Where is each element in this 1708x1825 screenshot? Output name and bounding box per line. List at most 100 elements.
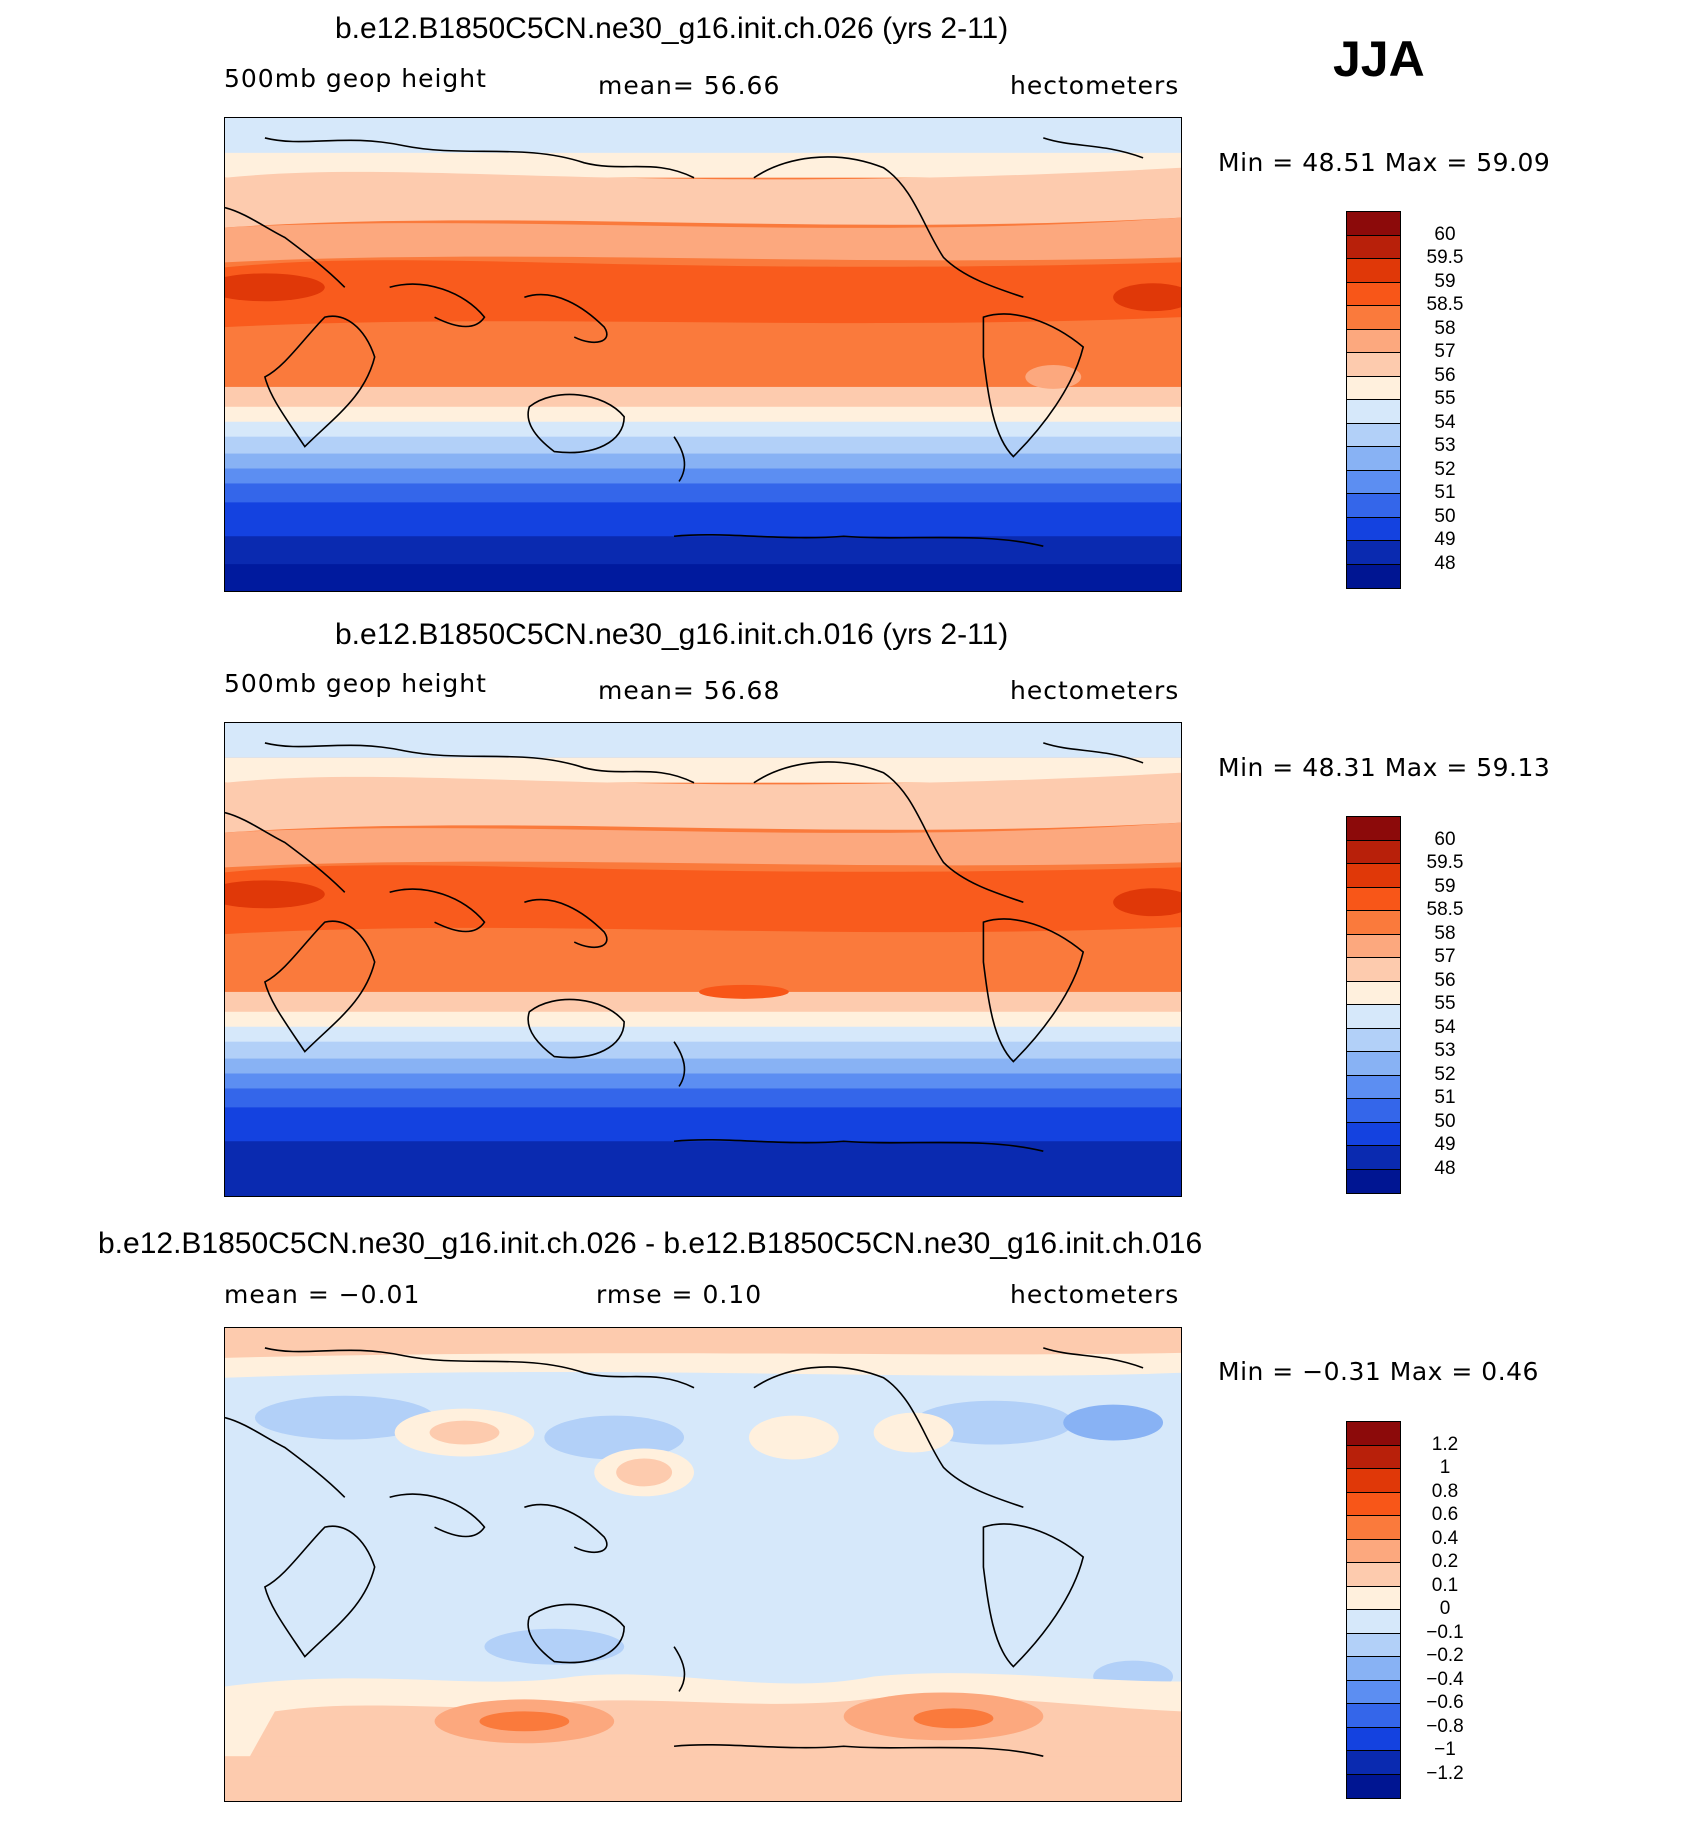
- panel3-map: [224, 1327, 1182, 1802]
- colorbar-tick-label: 50: [1434, 1111, 1456, 1132]
- colorbar-tick-label: −0.1: [1426, 1622, 1464, 1643]
- colorbar-swatch: [1347, 1751, 1400, 1775]
- panel3-units-label: hectometers: [1010, 1280, 1180, 1309]
- colorbar-swatch: [1347, 817, 1400, 841]
- panel1-variable-label: 500mb geop height: [224, 64, 487, 93]
- colorbar-tick-label: 56: [1434, 970, 1456, 991]
- colorbar-swatch: [1347, 541, 1400, 565]
- colorbar-tick-label: 0.4: [1431, 1528, 1459, 1549]
- panel3-minmax: Min = −0.31 Max = 0.46: [1218, 1357, 1539, 1386]
- panel1-map: [224, 117, 1182, 592]
- panel1-title: b.e12.B1850C5CN.ne30_g16.init.ch.026 (yr…: [335, 12, 1009, 45]
- colorbar-tick-label: 57: [1434, 946, 1456, 967]
- colorbar-tick-label: 59.5: [1426, 247, 1464, 268]
- colorbar-tick-label: 0.8: [1431, 1481, 1459, 1502]
- colorbar-tick-label: −1.2: [1426, 1763, 1464, 1784]
- colorbar-tick-label: 58.5: [1426, 294, 1464, 315]
- colorbar-tick-label: 49: [1434, 1134, 1456, 1155]
- colorbar-swatch: [1347, 282, 1400, 306]
- colorbar-swatch: [1347, 470, 1400, 494]
- colorbar-tick-label: 51: [1434, 1087, 1456, 1108]
- colorbar-swatch: [1347, 1422, 1400, 1446]
- panel2-minmax: Min = 48.31 Max = 59.13: [1218, 753, 1551, 782]
- colorbar-tick-label: 58: [1434, 923, 1456, 944]
- colorbar-swatch: [1347, 1122, 1400, 1146]
- colorbar-tick-label: 48: [1434, 553, 1456, 574]
- colorbar-tick-label: 52: [1434, 1064, 1456, 1085]
- colorbar-swatch: [1347, 1169, 1400, 1193]
- colorbar-swatch: [1347, 1657, 1400, 1681]
- colorbar-tick-label: 59: [1434, 271, 1456, 292]
- colorbar-tick-label: 53: [1434, 435, 1456, 456]
- colorbar-tick-label: 0.1: [1431, 1575, 1459, 1596]
- colorbar-swatch: [1347, 329, 1400, 353]
- panel2-map: [224, 722, 1182, 1197]
- panel1-colorbar: [1346, 211, 1401, 589]
- colorbar-swatch: [1347, 981, 1400, 1005]
- colorbar-swatch: [1347, 1610, 1400, 1634]
- colorbar-tick-label: 58: [1434, 318, 1456, 339]
- colorbar-tick-label: −1: [1434, 1739, 1456, 1760]
- colorbar-swatch: [1347, 1727, 1400, 1751]
- panel3-colorbar: [1346, 1421, 1401, 1799]
- panel2-title: b.e12.B1850C5CN.ne30_g16.init.ch.016 (yr…: [335, 618, 1009, 651]
- colorbar-swatch: [1347, 1633, 1400, 1657]
- colorbar-swatch: [1347, 306, 1400, 330]
- colorbar-tick-label: 52: [1434, 459, 1456, 480]
- panel2-variable-label: 500mb geop height: [224, 669, 487, 698]
- colorbar-tick-label: 59: [1434, 876, 1456, 897]
- colorbar-tick-label: 60: [1434, 829, 1456, 850]
- colorbar-swatch: [1347, 1586, 1400, 1610]
- colorbar-tick-label: 51: [1434, 482, 1456, 503]
- colorbar-tick-label: 54: [1434, 1017, 1456, 1038]
- colorbar-swatch: [1347, 1028, 1400, 1052]
- colorbar-tick-label: 60: [1434, 224, 1456, 245]
- panel1-contour-field: [225, 118, 1181, 591]
- colorbar-swatch: [1347, 1539, 1400, 1563]
- panel1-minmax: Min = 48.51 Max = 59.09: [1218, 148, 1551, 177]
- colorbar-swatch: [1347, 494, 1400, 518]
- colorbar-swatch: [1347, 447, 1400, 471]
- colorbar-swatch: [1347, 911, 1400, 935]
- colorbar-swatch: [1347, 1492, 1400, 1516]
- colorbar-swatch: [1347, 1005, 1400, 1029]
- panel2-units-label: hectometers: [1010, 676, 1180, 705]
- colorbar-tick-label: 0.6: [1431, 1504, 1459, 1525]
- colorbar-swatch: [1347, 376, 1400, 400]
- colorbar-swatch: [1347, 1704, 1400, 1728]
- colorbar-tick-label: 59.5: [1426, 852, 1464, 873]
- colorbar-swatch: [1347, 840, 1400, 864]
- colorbar-tick-label: 55: [1434, 388, 1456, 409]
- colorbar-swatch: [1347, 423, 1400, 447]
- panel2-colorbar: [1346, 816, 1401, 1194]
- colorbar-swatch: [1347, 353, 1400, 377]
- panel2-contour-field: [225, 723, 1181, 1196]
- panel3-contour-field: [225, 1328, 1181, 1801]
- colorbar-swatch: [1347, 235, 1400, 259]
- colorbar-swatch: [1347, 934, 1400, 958]
- colorbar-tick-label: 54: [1434, 412, 1456, 433]
- colorbar-tick-label: −0.4: [1426, 1669, 1464, 1690]
- colorbar-swatch: [1347, 1445, 1400, 1469]
- colorbar-tick-label: −0.6: [1426, 1692, 1464, 1713]
- season-label: JJA: [1333, 31, 1425, 87]
- colorbar-tick-label: 55: [1434, 993, 1456, 1014]
- colorbar-swatch: [1347, 958, 1400, 982]
- colorbar-tick-label: 49: [1434, 529, 1456, 550]
- panel1-mean-label: mean= 56.66: [598, 71, 781, 100]
- colorbar-swatch: [1347, 212, 1400, 236]
- colorbar-tick-label: 56: [1434, 365, 1456, 386]
- colorbar-swatch: [1347, 1680, 1400, 1704]
- colorbar-tick-label: 48: [1434, 1158, 1456, 1179]
- colorbar-swatch: [1347, 400, 1400, 424]
- colorbar-swatch: [1347, 1516, 1400, 1540]
- panel2-mean-label: mean= 56.68: [598, 676, 781, 705]
- colorbar-tick-label: −0.2: [1426, 1645, 1464, 1666]
- colorbar-tick-label: 1: [1439, 1457, 1451, 1478]
- colorbar-swatch: [1347, 1774, 1400, 1798]
- colorbar-swatch: [1347, 1563, 1400, 1587]
- panel3-rmse-label: rmse = 0.10: [596, 1280, 763, 1309]
- colorbar-swatch: [1347, 1052, 1400, 1076]
- colorbar-tick-label: 1.2: [1431, 1434, 1459, 1455]
- colorbar-swatch: [1347, 259, 1400, 283]
